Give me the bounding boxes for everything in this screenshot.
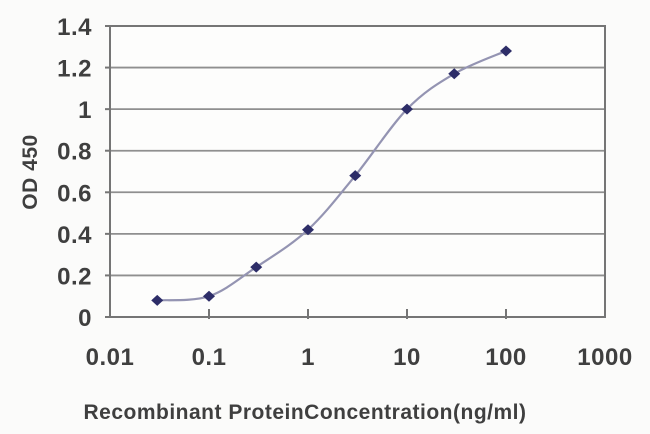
y-tick-label: 0.2 [57, 263, 92, 290]
y-tick-label: 1.4 [57, 14, 92, 41]
y-tick-label: 0.8 [57, 139, 92, 166]
data-point-marker [203, 290, 215, 302]
data-point-marker [250, 261, 263, 273]
plot-frame [109, 25, 606, 318]
y-tick-label: 1.2 [57, 56, 92, 83]
data-point-marker [151, 294, 164, 306]
series-line [157, 49, 507, 302]
x-tick-label: 0.01 [86, 344, 135, 371]
gridlines [110, 66, 605, 277]
y-tick-labels: 0 0.2 0.4 0.6 0.8 1 1.2 1.4 [57, 14, 92, 332]
series-markers [151, 45, 512, 306]
x-tick-label: 1 [301, 344, 315, 371]
data-point-marker [448, 68, 461, 80]
y-tick-label: 0 [78, 305, 92, 332]
y-tick-label: 0.4 [57, 222, 92, 249]
y-tick-label: 0.6 [57, 180, 92, 207]
data-point-marker [401, 103, 413, 115]
data-point-marker [302, 224, 314, 236]
y-axis-title: OD 450 [19, 134, 42, 209]
y-tick-label: 1 [78, 97, 92, 124]
x-axis-title: Recombinant ProteinConcentration(ng/ml) [83, 401, 526, 424]
x-tick-label: 1000 [577, 344, 632, 371]
x-tick-label: 0.1 [192, 344, 227, 371]
data-point-marker [500, 45, 512, 57]
x-tick-label: 100 [485, 344, 527, 371]
x-tick-labels: 0.01 0.1 1 10 100 1000 [86, 344, 633, 371]
data-point-marker [349, 170, 362, 182]
x-tick-label: 10 [393, 344, 421, 371]
